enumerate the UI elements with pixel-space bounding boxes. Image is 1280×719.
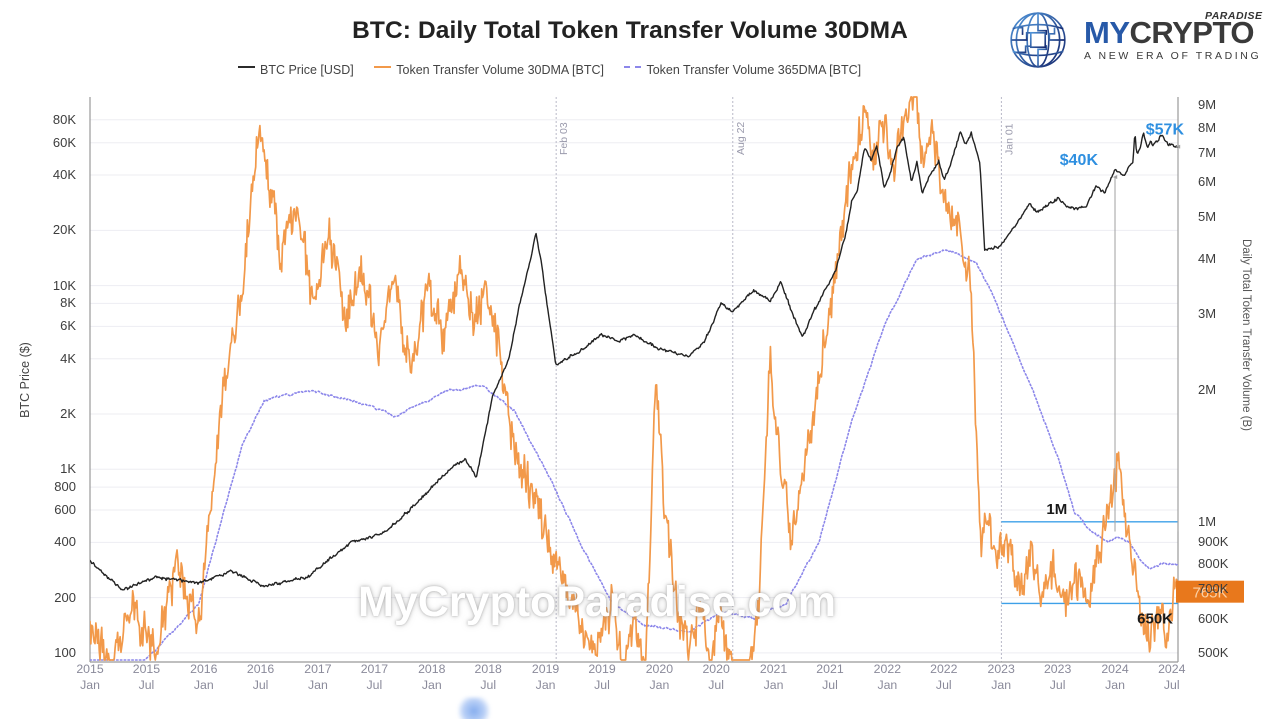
svg-text:$57K: $57K [1146, 122, 1185, 139]
svg-text:1M: 1M [1046, 501, 1067, 518]
svg-text:Jan 01: Jan 01 [1003, 123, 1015, 155]
svg-text:Aug 22: Aug 22 [735, 122, 747, 155]
svg-text:$40K: $40K [1060, 152, 1099, 169]
svg-text:Feb 03: Feb 03 [558, 122, 570, 155]
